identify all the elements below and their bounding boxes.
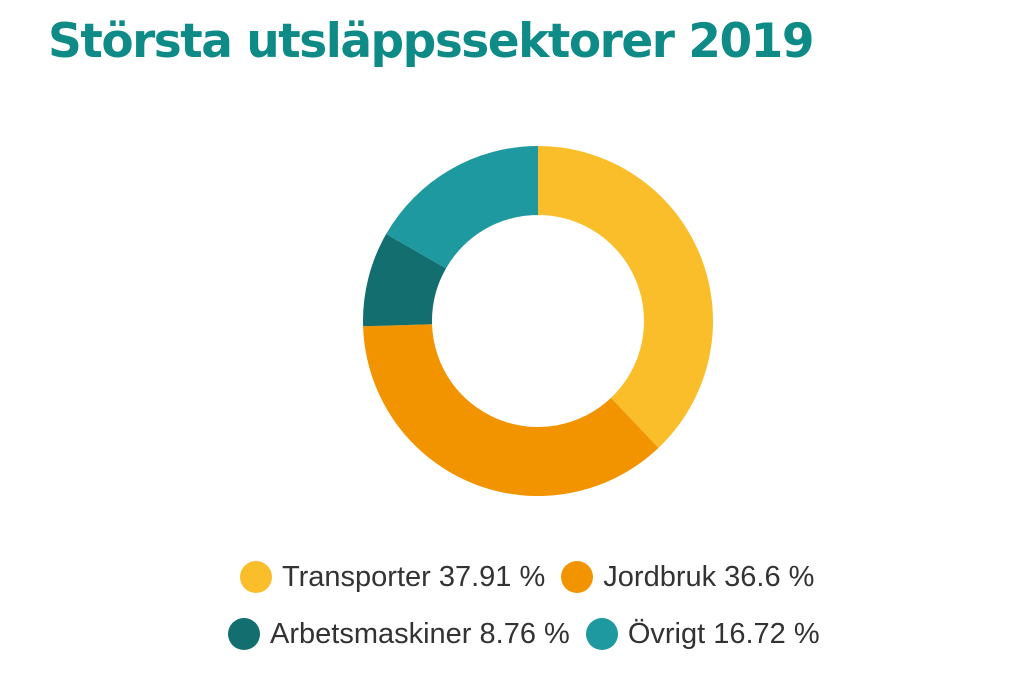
legend-swatch-transporter bbox=[240, 561, 272, 593]
legend-swatch-jordbruk bbox=[561, 561, 594, 593]
donut-slice-transporter bbox=[538, 146, 714, 448]
legend-item-transporter: Transporter 37.91 % bbox=[240, 561, 545, 594]
legend-row-1: Transporter 37.91 % Jordbruk 36.6 % bbox=[0, 557, 1009, 597]
donut-slice-ovrigt bbox=[386, 146, 538, 269]
legend-item-jordbruk: Jordbruk 36.6 % bbox=[561, 561, 814, 594]
legend-label-ovrigt: Övrigt 16.72 % bbox=[627, 617, 820, 650]
donut-slice-jordbruk bbox=[363, 324, 659, 496]
legend-swatch-arbetsmaskiner bbox=[228, 618, 260, 650]
donut-chart bbox=[363, 146, 714, 496]
legend-item-ovrigt: Övrigt 16.72 % bbox=[585, 617, 820, 651]
legend-label-transporter: Transporter 37.91 % bbox=[282, 560, 546, 593]
donut-slice-arbetsmaskiner bbox=[363, 234, 447, 327]
legend-label-arbetsmaskiner: Arbetsmaskiner 8.76 % bbox=[270, 617, 570, 650]
legend-swatch-ovrigt bbox=[585, 618, 618, 650]
legend-row-2: Arbetsmaskiner 8.76 % Övrigt 16.72 % bbox=[0, 614, 1009, 654]
legend-item-arbetsmaskiner: Arbetsmaskiner 8.76 % bbox=[228, 618, 570, 651]
legend-label-jordbruk: Jordbruk 36.6 % bbox=[603, 560, 815, 593]
chart-title: Största utsläppssektorer 2019 bbox=[48, 14, 815, 69]
